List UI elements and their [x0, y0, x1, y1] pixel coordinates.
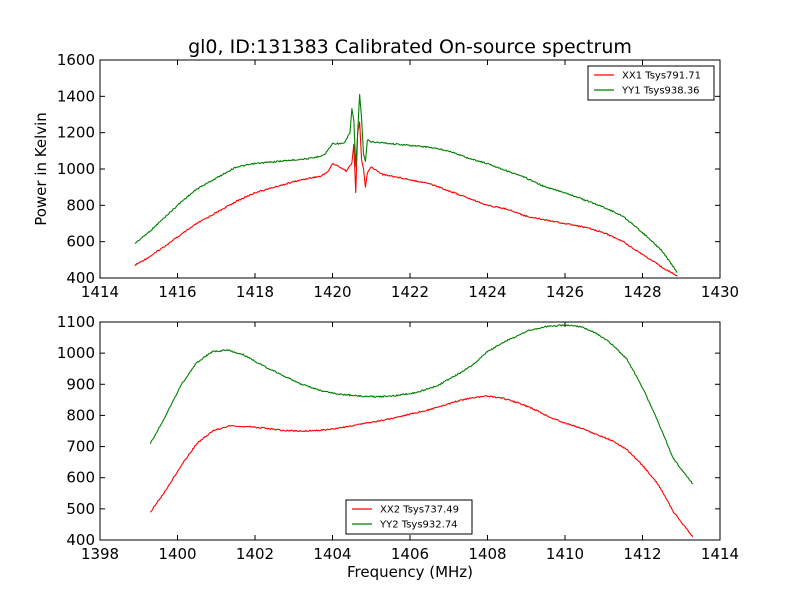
top-x-tick-label: 1430 [701, 283, 739, 301]
top-plot: 1414 1416 1418 1420 1422 1424 1426 1428 1430 400 6… [57, 51, 739, 301]
bottom-series-line-2 [149, 324, 694, 485]
bottom-legend-label-1: XX2 Tsys737.49 [380, 505, 459, 516]
top-legend-label-1: XX1 Tsys791.71 [622, 71, 701, 82]
top-legend-label-2: YY1 Tsys938.36 [621, 86, 700, 97]
top-chart-title: gl0, ID:131383 Calibrated On-source spec… [188, 36, 632, 58]
top-y-tick-label: 400 [66, 269, 95, 287]
bottom-y-tick-label: 500 [66, 500, 95, 518]
top-y-tick-label: 1200 [57, 124, 95, 142]
top-y-tick-label: 600 [66, 233, 95, 251]
bottom-x-tick-label: 1414 [701, 545, 739, 563]
bottom-y-tick-label: 600 [66, 469, 95, 487]
bottom-y-tick-label: 900 [66, 375, 95, 393]
top-x-tick-label: 1428 [623, 283, 661, 301]
top-legend: XX1 Tsys791.71 YY1 Tsys938.36 [587, 65, 715, 101]
top-x-tick-label: 1422 [391, 283, 429, 301]
bottom-x-tick-label: 1406 [391, 545, 429, 563]
bottom-x-tick-label: 1410 [546, 545, 584, 563]
bottom-legend-box [345, 499, 473, 535]
bottom-x-tick-label: 1400 [158, 545, 196, 563]
bottom-y-tick-label: 1000 [57, 344, 95, 362]
top-x-tick-label: 1420 [313, 283, 351, 301]
bottom-y-tick-label: 400 [66, 531, 95, 549]
bottom-y-tick-label: 1100 [57, 313, 95, 331]
bottom-x-tick-label: 1398 [81, 545, 119, 563]
top-x-tick-label: 1414 [81, 283, 119, 301]
bottom-legend-label-2: YY2 Tsys932.74 [379, 520, 458, 531]
bottom-x-tick-label: 1412 [623, 545, 661, 563]
top-x-tick-label: 1418 [236, 283, 274, 301]
top-series-line-2 [134, 94, 678, 273]
bottom-x-tick-label: 1408 [468, 545, 506, 563]
top-x-tick-label: 1426 [546, 283, 584, 301]
top-y-tick-label: 1000 [57, 160, 95, 178]
bottom-y-tick-label: 800 [66, 406, 95, 424]
top-legend-box [587, 65, 715, 101]
top-y-tick-label: 1600 [57, 51, 95, 69]
bottom-series-line-1 [149, 395, 694, 538]
bottom-plot: 1398 1400 1402 1404 1406 1408 1410 1412 1414 400 5… [57, 313, 739, 563]
top-y-axis-label: Power in Kelvin [32, 112, 50, 226]
bottom-legend: XX2 Tsys737.49 YY2 Tsys932.74 [345, 499, 473, 535]
top-x-tick-label: 1424 [468, 283, 506, 301]
bottom-x-axis-label: Frequency (MHz) [347, 563, 473, 581]
top-y-tick-label: 800 [66, 196, 95, 214]
top-series-line-1 [134, 121, 678, 277]
bottom-y-tick-label: 700 [66, 438, 95, 456]
bottom-x-tick-label: 1402 [236, 545, 274, 563]
top-x-tick-label: 1416 [158, 283, 196, 301]
top-y-tick-label: 1400 [57, 87, 95, 105]
bottom-x-tick-label: 1404 [313, 545, 351, 563]
